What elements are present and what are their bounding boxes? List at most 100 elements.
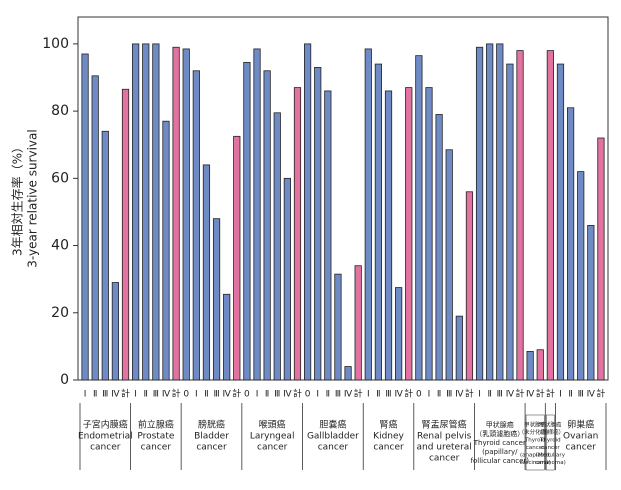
- stage-bar: [162, 120, 170, 381]
- stage-bar: [212, 218, 221, 381]
- group-label: cancer: [566, 443, 597, 453]
- stage-label: Ⅳ: [223, 390, 232, 400]
- group-label: (anaplastic: [520, 453, 550, 459]
- group-label: 甲状腺癌: [486, 420, 514, 429]
- group-label: 子宮内膜癌: [83, 419, 128, 431]
- stage-label: Ⅳ: [506, 390, 515, 400]
- stage-bar: [445, 149, 453, 381]
- stage-label: Ⅰ: [195, 390, 198, 400]
- total-bar: [354, 265, 362, 381]
- stage-label: Ⅱ: [265, 390, 269, 400]
- stage-label: 計: [465, 388, 474, 400]
- stage-bar: [142, 43, 150, 381]
- stage-bar: [364, 48, 372, 381]
- group-label: (papillary/: [482, 448, 518, 456]
- total-bar: [516, 50, 524, 381]
- group-box: [525, 414, 545, 471]
- group-label: cancer: [141, 443, 172, 453]
- stage-bar: [475, 46, 484, 381]
- stage-bar: [253, 48, 261, 381]
- stage-label: 計: [172, 388, 181, 400]
- stage-label: Ⅰ: [84, 390, 87, 400]
- stage-label: Ⅰ: [316, 390, 319, 400]
- group-label: cancer: [373, 443, 404, 453]
- stage-label: Ⅰ: [256, 390, 259, 400]
- group-label: 膀胱癌: [198, 419, 225, 431]
- group-label: and ureteral: [416, 443, 471, 453]
- stage-label: Ⅳ: [526, 390, 535, 400]
- stage-bar: [587, 224, 595, 381]
- stage-label: Ⅰ: [367, 390, 370, 400]
- stage-label: Ⅳ: [455, 390, 464, 400]
- stage-label: Ⅰ: [478, 390, 481, 400]
- total-bar: [405, 87, 413, 381]
- group-label: cancer: [90, 443, 121, 453]
- group-label: Renal pelvis: [417, 432, 472, 442]
- group-label: cancer: [526, 445, 545, 451]
- stage-bar: [283, 177, 291, 381]
- stage-label: Ⅳ: [111, 390, 120, 400]
- stage-label: Ⅰ: [134, 390, 137, 400]
- stage-label: Ⅱ: [376, 390, 380, 400]
- stage-label: Ⅱ: [204, 390, 208, 400]
- stage-label: 0: [183, 390, 189, 400]
- y-tick-label: 40: [51, 238, 69, 254]
- stage-bar: [223, 293, 231, 381]
- stage-label: Ⅲ: [153, 390, 159, 400]
- stage-label: 計: [516, 388, 525, 400]
- stage-bar: [182, 48, 190, 381]
- group-label: (Medullary: [536, 453, 566, 459]
- stage-label: Ⅱ: [437, 390, 441, 400]
- group-label: 胆嚢癌: [319, 419, 346, 431]
- stage-label: 計: [546, 388, 555, 400]
- group-label: 卵巣癌: [567, 419, 594, 431]
- stage-label: Ⅲ: [102, 390, 108, 400]
- group-label: （髄様癌）: [537, 428, 565, 436]
- stage-bar: [263, 70, 271, 381]
- group-label: carcinoma): [535, 460, 566, 466]
- stage-bar: [314, 67, 322, 381]
- stage-label: 計: [232, 388, 241, 400]
- group-label: Gallbladder: [307, 432, 359, 442]
- stage-label: 計: [404, 388, 413, 400]
- y-axis-label: 3-year relative survival: [26, 129, 40, 267]
- group-label: 喉頭癌: [259, 419, 286, 431]
- plot-frame: [77, 16, 609, 381]
- stage-bar: [425, 87, 433, 381]
- group-label: 甲状腺癌: [524, 421, 547, 429]
- stage-bar: [192, 70, 200, 381]
- stage-label: Ⅱ: [144, 390, 148, 400]
- stage-label: Ⅰ: [559, 390, 562, 400]
- group-label: Thyroid: [524, 438, 546, 444]
- stage-label: Ⅰ: [428, 390, 431, 400]
- stage-label: Ⅱ: [93, 390, 97, 400]
- stage-label: Ⅳ: [283, 390, 292, 400]
- stage-label: Ⅲ: [446, 390, 452, 400]
- group-label: Prostate: [137, 432, 175, 442]
- group-label: Thyroid: [539, 438, 561, 444]
- stage-bar: [374, 63, 383, 381]
- group-label: Bladder: [194, 432, 229, 442]
- stage-bar: [81, 53, 89, 381]
- stage-label: 計: [121, 388, 130, 400]
- group-label: （未分化癌）: [519, 428, 552, 436]
- y-tick-label: 100: [42, 36, 69, 52]
- stage-bar: [152, 43, 160, 381]
- group-label: cancer: [429, 454, 460, 464]
- group-label: follicular cancer): [471, 457, 530, 465]
- group-label: Laryngeal: [250, 432, 295, 442]
- stage-bar: [556, 63, 565, 381]
- y-tick-label: 20: [51, 305, 69, 321]
- stage-label: 計: [293, 388, 302, 400]
- stage-bar: [455, 315, 463, 381]
- group-label: 腎癌: [380, 419, 398, 431]
- stage-bar: [132, 43, 140, 381]
- total-bar: [172, 46, 180, 381]
- total-bar: [121, 88, 130, 381]
- stage-label: 0: [244, 390, 250, 400]
- stage-label: 計: [354, 388, 363, 400]
- total-bar: [465, 191, 474, 381]
- total-bar: [233, 135, 241, 381]
- stage-bar: [303, 43, 312, 381]
